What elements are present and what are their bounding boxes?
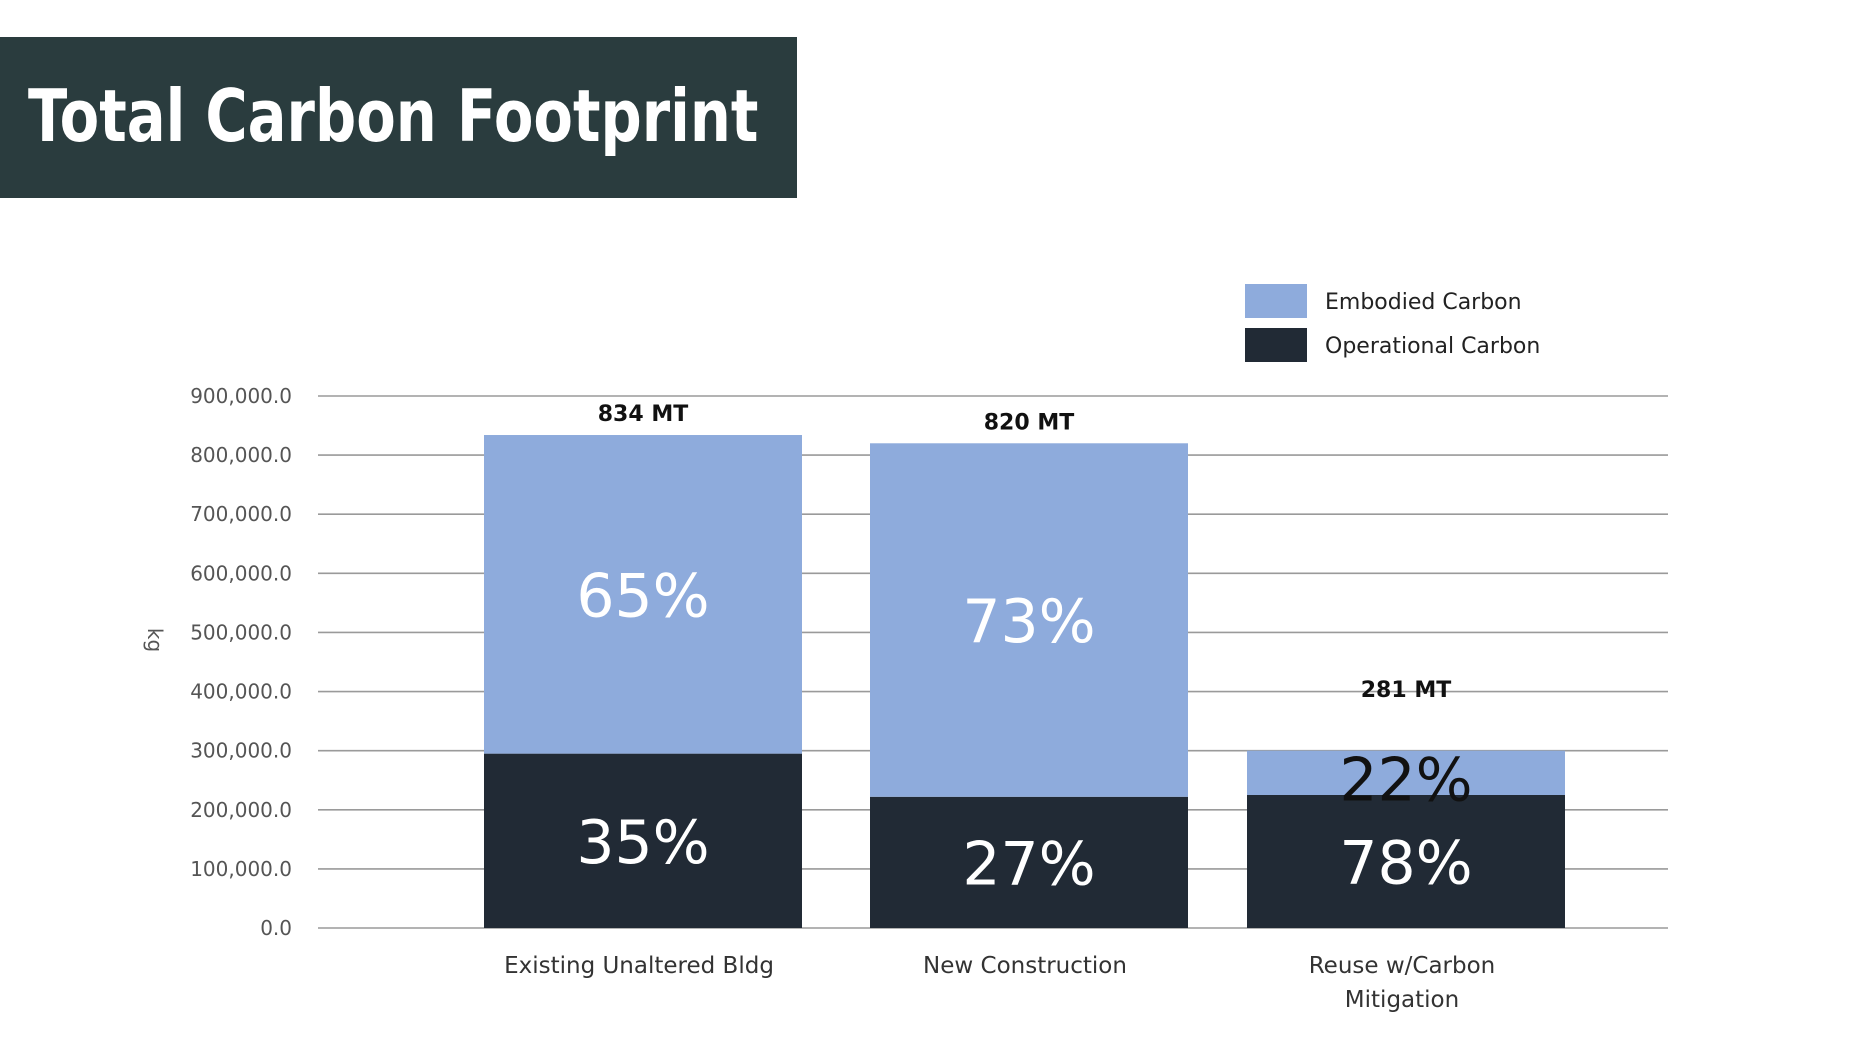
legend-swatch bbox=[1245, 328, 1307, 362]
percent-label: 73% bbox=[962, 587, 1095, 657]
percent-label: 65% bbox=[576, 561, 709, 631]
y-tick-label: 800,000.0 bbox=[190, 443, 292, 467]
percent-label: 22% bbox=[1339, 746, 1472, 816]
operational-bar bbox=[1247, 795, 1565, 928]
legend-swatch bbox=[1245, 284, 1307, 318]
total-label: 834 MT bbox=[598, 402, 688, 427]
total-label: 820 MT bbox=[984, 410, 1074, 435]
category-label: New Construction bbox=[923, 953, 1127, 979]
operational-bar bbox=[870, 796, 1188, 928]
legend-label: Operational Carbon bbox=[1325, 334, 1540, 359]
y-axis-ticks: 0.0 100,000.0 200,000.0 300,000.0 400,000.0 5… bbox=[190, 384, 292, 940]
embodied-bar bbox=[870, 443, 1188, 797]
y-tick-label: 400,000.0 bbox=[190, 680, 292, 704]
y-axis-label: kg bbox=[143, 628, 167, 652]
embodied-bar bbox=[484, 435, 802, 754]
category-label: Existing Unaltered Bldg bbox=[504, 953, 774, 979]
title-banner: Total Carbon Footprint bbox=[0, 37, 797, 198]
bar-stack: 78% 22% 281 MT bbox=[1247, 678, 1565, 928]
y-tick-label: 600,000.0 bbox=[190, 561, 292, 585]
category-labels: Existing Unaltered Bldg New Construction R… bbox=[504, 953, 1495, 1013]
legend: Embodied Carbon Operational Carbon bbox=[1245, 284, 1540, 362]
embodied-bar bbox=[1247, 750, 1565, 795]
category-label: Reuse w/Carbon bbox=[1309, 953, 1496, 979]
percent-label: 27% bbox=[962, 829, 1095, 899]
page-title: Total Carbon Footprint bbox=[28, 73, 759, 158]
bar-stack: 35% 65% 834 MT bbox=[484, 402, 802, 928]
y-tick-label: 500,000.0 bbox=[190, 620, 292, 644]
total-label: 281 MT bbox=[1361, 678, 1451, 703]
bar-stack: 27% 73% 820 MT bbox=[870, 410, 1188, 928]
y-tick-label: 700,000.0 bbox=[190, 502, 292, 526]
y-tick-label: 900,000.0 bbox=[190, 384, 292, 408]
bars: 35% 65% 834 MT 27% 73% 820 MT 78% 22% 281 MT bbox=[484, 402, 1565, 928]
y-tick-label: 200,000.0 bbox=[190, 798, 292, 822]
y-tick-label: 0.0 bbox=[260, 916, 292, 940]
category-label: Mitigation bbox=[1345, 987, 1459, 1013]
legend-label: Embodied Carbon bbox=[1325, 290, 1522, 315]
operational-bar bbox=[484, 753, 802, 928]
y-tick-label: 100,000.0 bbox=[190, 857, 292, 881]
percent-label: 35% bbox=[576, 808, 709, 878]
y-tick-label: 300,000.0 bbox=[190, 739, 292, 763]
percent-label: 78% bbox=[1339, 829, 1472, 899]
